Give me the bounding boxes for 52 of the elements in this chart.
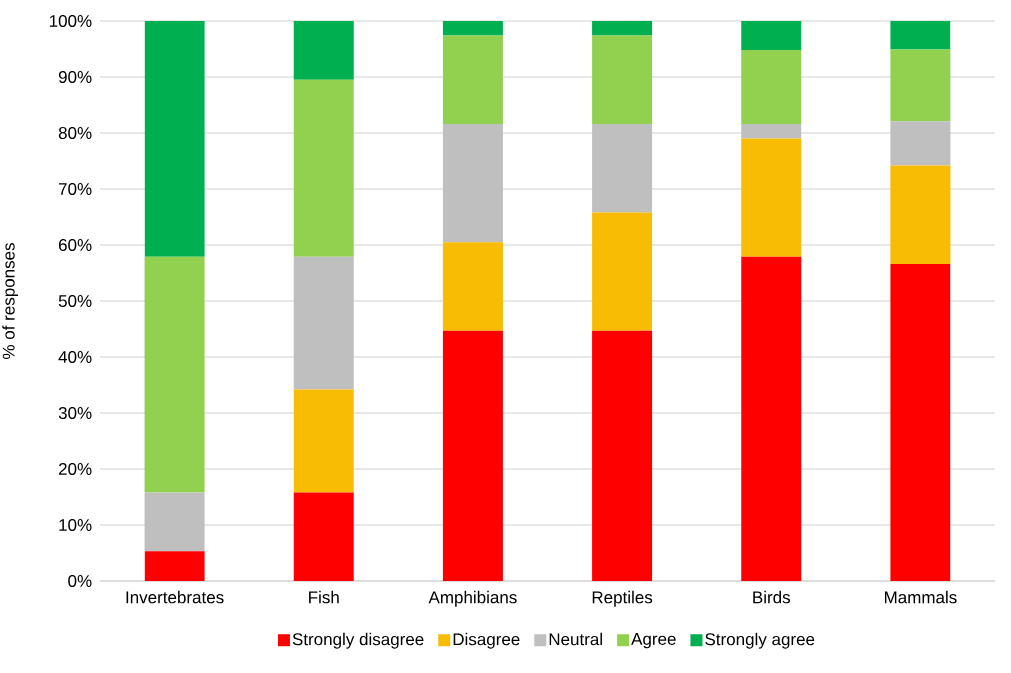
- bar: [592, 330, 653, 581]
- legend-label: Neutral: [549, 632, 602, 646]
- bar: [592, 21, 653, 36]
- x-tick-label: Invertebrates: [126, 590, 224, 604]
- y-axis-title: % of responses: [2, 243, 19, 359]
- bar: [890, 165, 951, 265]
- bar: [741, 50, 802, 125]
- bar: [741, 21, 802, 51]
- bar: [442, 330, 503, 581]
- bar: [592, 35, 653, 125]
- bar: [890, 21, 951, 50]
- bar: [293, 256, 354, 390]
- legend-label: Strongly agree: [705, 632, 815, 649]
- bar: [442, 35, 503, 125]
- y-tick-label: 80%: [58, 126, 92, 140]
- bar: [144, 256, 205, 493]
- y-tick-label: 90%: [58, 70, 92, 84]
- y-tick-label: 0%: [68, 574, 92, 588]
- legend-label: Disagree: [453, 632, 520, 649]
- bar: [144, 492, 205, 552]
- x-tick-label: Birds: [753, 590, 790, 604]
- y-tick-label: 60%: [58, 238, 92, 252]
- bar: [293, 389, 354, 493]
- x-tick-label: Mammals: [884, 590, 957, 604]
- x-tick-label: Amphibians: [428, 590, 517, 607]
- y-tick-label: 30%: [58, 406, 92, 420]
- bar: [442, 124, 503, 243]
- bar: [741, 138, 802, 257]
- bar: [293, 21, 354, 80]
- bar: [890, 264, 951, 581]
- bar: [890, 121, 951, 166]
- bar: [144, 21, 205, 257]
- bar: [144, 551, 205, 581]
- y-tick-label: 50%: [58, 294, 92, 308]
- y-tick-label: 40%: [58, 350, 92, 364]
- y-tick-label: 10%: [59, 518, 92, 532]
- bar: [442, 21, 503, 36]
- bar: [293, 79, 354, 257]
- bar: [592, 124, 653, 213]
- y-tick-label: 70%: [58, 182, 92, 196]
- x-tick-label: Reptiles: [592, 590, 653, 607]
- y-tick-label: 100%: [49, 14, 92, 28]
- bar: [592, 212, 653, 331]
- legend-label: Agree: [631, 633, 676, 649]
- legend-label: Strongly disagree: [292, 632, 424, 649]
- bar: [442, 242, 503, 331]
- bar: [890, 49, 951, 122]
- bar: [293, 492, 354, 581]
- y-tick-label: 20%: [58, 462, 92, 476]
- x-tick-label: Fish: [309, 590, 339, 604]
- bar: [741, 124, 802, 139]
- bar: [741, 256, 802, 581]
